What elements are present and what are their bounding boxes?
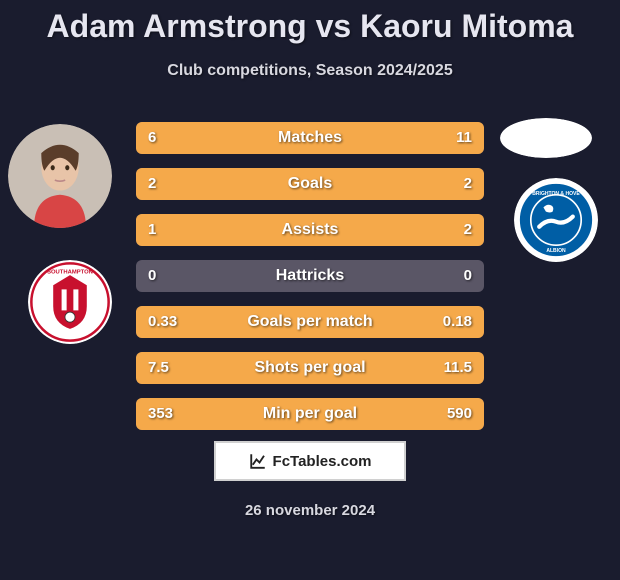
svg-text:BRIGHTON & HOVE: BRIGHTON & HOVE: [532, 191, 580, 197]
stat-label: Assists: [136, 214, 484, 246]
stat-label: Min per goal: [136, 398, 484, 430]
stat-value-left: 1: [148, 214, 156, 246]
chart-icon: [249, 452, 267, 470]
stat-row: 0.33 0.18Goals per match: [136, 306, 484, 338]
club-left-badge: SOUTHAMPTON: [28, 260, 112, 344]
stat-value-right: 11.5: [444, 352, 472, 384]
stat-row: 2 2Goals: [136, 168, 484, 200]
stat-label: Goals: [136, 168, 484, 200]
svg-text:SOUTHAMPTON: SOUTHAMPTON: [47, 269, 93, 275]
stat-value-left: 353: [148, 398, 173, 430]
svg-text:ALBION: ALBION: [546, 248, 566, 254]
stat-row: 7.5 11.5Shots per goal: [136, 352, 484, 384]
stat-row: 353 590Min per goal: [136, 398, 484, 430]
stat-value-right: 2: [464, 214, 472, 246]
stat-label: Hattricks: [136, 260, 484, 292]
stat-row: 1 2Assists: [136, 214, 484, 246]
player-left-avatar: [8, 124, 112, 228]
comparison-bars: 611Matches22Goals12Assists00Hattricks0.3…: [136, 122, 484, 444]
stat-value-right: 590: [447, 398, 472, 430]
card-date: 26 november 2024: [0, 502, 620, 519]
stat-value-left: 7.5: [148, 352, 169, 384]
card-subtitle: Club competitions, Season 2024/2025: [0, 62, 620, 80]
stat-label: Goals per match: [136, 306, 484, 338]
card-title: Adam Armstrong vs Kaoru Mitoma: [0, 8, 620, 45]
stat-label: Matches: [136, 122, 484, 154]
club-right-badge: BRIGHTON & HOVE ALBION: [514, 178, 598, 262]
stat-value-right: 0: [464, 260, 472, 292]
brand-box: FcTables.com: [214, 441, 406, 481]
stat-value-right: 0.18: [443, 306, 472, 338]
stat-row: 0 0Hattricks: [136, 260, 484, 292]
stat-value-left: 0: [148, 260, 156, 292]
stat-label: Shots per goal: [136, 352, 484, 384]
player-right-avatar: [500, 118, 592, 158]
stat-value-left: 2: [148, 168, 156, 200]
brand-text: FcTables.com: [273, 453, 372, 470]
stat-value-left: 0.33: [148, 306, 177, 338]
stat-value-left: 6: [148, 122, 156, 154]
stat-row: 6 11Matches: [136, 122, 484, 154]
stat-value-right: 11: [456, 122, 472, 154]
stat-value-right: 2: [464, 168, 472, 200]
comparison-card: Adam Armstrong vs Kaoru Mitoma Club comp…: [0, 0, 620, 580]
